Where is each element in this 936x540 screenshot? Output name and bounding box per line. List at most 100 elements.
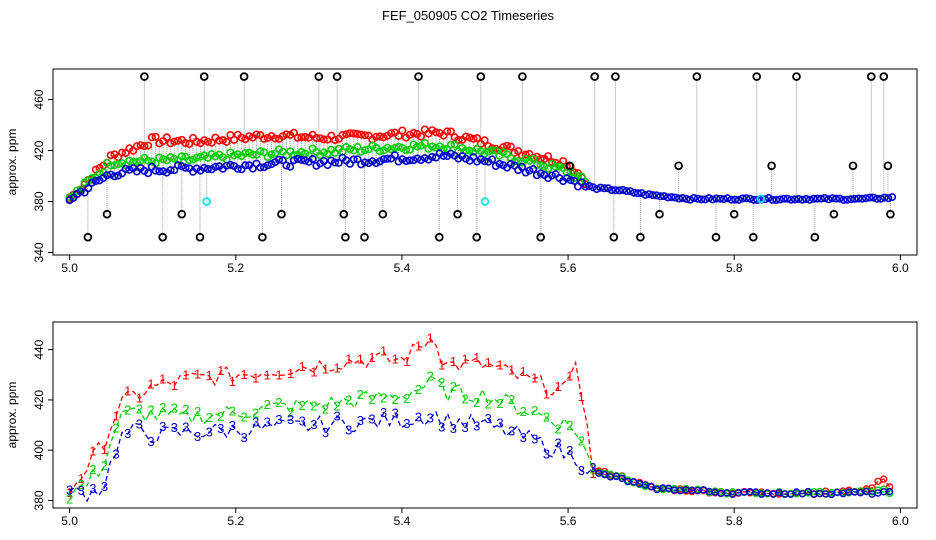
point-blue — [618, 186, 627, 195]
point-blue — [820, 194, 829, 203]
point-blue — [506, 160, 515, 169]
point-cyan-outliers — [202, 197, 212, 206]
point-green — [267, 150, 276, 159]
point-cyan-outliers — [480, 197, 490, 206]
point-green — [402, 146, 411, 155]
point-label-2: 2 — [322, 402, 329, 417]
y-axis-bottom: 380 400 420 440 — [32, 339, 53, 510]
page-title: FEF_050905 CO2 Timeseries — [382, 8, 554, 23]
point-green — [544, 164, 553, 173]
point-red — [185, 140, 194, 149]
point-blue — [103, 171, 112, 180]
x-tick-label: 5.4 — [394, 261, 411, 275]
point-red — [200, 136, 209, 145]
point-label-3: 3 — [368, 412, 375, 427]
y-tick-label: 380 — [32, 191, 46, 211]
point-green — [491, 146, 500, 155]
point-blue — [798, 195, 807, 204]
point-label-2: 2 — [345, 393, 352, 408]
point-red — [203, 137, 212, 146]
point-green — [450, 140, 459, 149]
point-black-outliers — [866, 72, 876, 81]
point-label-1: 1 — [450, 354, 457, 369]
point-blue — [716, 194, 725, 203]
point-blue — [416, 156, 425, 165]
point-green — [345, 145, 354, 154]
point-blue — [667, 193, 676, 202]
y-tick-label: 380 — [32, 490, 46, 510]
point-blue — [488, 155, 497, 164]
point-green — [413, 142, 422, 151]
point-label-2: 2 — [206, 410, 213, 425]
point-blue — [174, 161, 183, 170]
point-red — [379, 133, 388, 142]
point-green — [431, 143, 440, 152]
x-tick-label: 5.8 — [726, 261, 743, 275]
point-label-2: 2 — [66, 492, 73, 507]
point-blue — [106, 170, 115, 179]
point-black-outliers — [655, 209, 664, 219]
point-black-outliers — [277, 209, 286, 219]
point-green — [394, 142, 403, 151]
point-label-1: 1 — [159, 372, 166, 387]
point-red — [132, 142, 141, 151]
point-label-3: 3 — [345, 423, 352, 438]
point-green — [353, 142, 362, 151]
point-blue — [413, 154, 422, 163]
point-blue — [659, 192, 668, 201]
point-blue — [181, 163, 190, 172]
point-blue — [562, 174, 571, 183]
point-red — [446, 127, 455, 136]
point-blue — [88, 178, 97, 187]
point-black-outliers — [258, 232, 267, 242]
point-green — [555, 162, 564, 171]
point-green — [132, 158, 141, 167]
point-green — [170, 154, 179, 163]
point-blue — [884, 194, 893, 203]
point-green — [125, 156, 134, 165]
point-label-3: 3 — [403, 416, 410, 431]
point-blue — [581, 182, 590, 191]
point-blue — [301, 156, 310, 165]
point-blue — [828, 194, 837, 203]
point-red — [431, 128, 440, 137]
point-green — [488, 146, 497, 155]
point-green — [196, 152, 205, 161]
point-blue — [839, 195, 848, 204]
point-label-3: 3 — [357, 413, 364, 428]
point-blue — [861, 194, 870, 203]
point-red — [338, 131, 347, 140]
point-blue — [297, 155, 306, 164]
point-black-outliers — [314, 72, 324, 81]
point-red — [136, 141, 145, 150]
point-black-outliers — [810, 232, 820, 242]
point-blue — [536, 169, 545, 178]
point-black-outliers — [83, 232, 93, 242]
point-label-1: 1 — [589, 466, 596, 481]
point-label-3: 3 — [159, 419, 166, 434]
point-blue — [349, 155, 358, 164]
point-label-1: 1 — [508, 363, 515, 378]
point-blue — [697, 195, 706, 204]
point-blue — [678, 194, 687, 203]
point-black-outliers — [434, 232, 444, 242]
point-black-outliers — [748, 232, 758, 242]
point-blue — [256, 163, 265, 172]
point-label-1: 1 — [438, 357, 445, 372]
point-red — [416, 132, 425, 141]
point-green — [375, 147, 384, 156]
point-label-3: 3 — [438, 419, 445, 434]
point-blue — [293, 154, 302, 163]
point-blue — [854, 194, 863, 203]
point-label-2: 2 — [531, 403, 538, 418]
point-label-1: 1 — [461, 352, 468, 367]
point-blue — [166, 166, 175, 175]
x-tick-label: 6.0 — [892, 514, 909, 528]
point-label-2: 2 — [264, 397, 271, 412]
point-blue — [368, 157, 377, 166]
point-blue — [525, 166, 534, 175]
point-green — [73, 186, 82, 195]
point-red — [473, 134, 482, 143]
point-green — [461, 146, 470, 155]
point-blue — [151, 166, 160, 175]
